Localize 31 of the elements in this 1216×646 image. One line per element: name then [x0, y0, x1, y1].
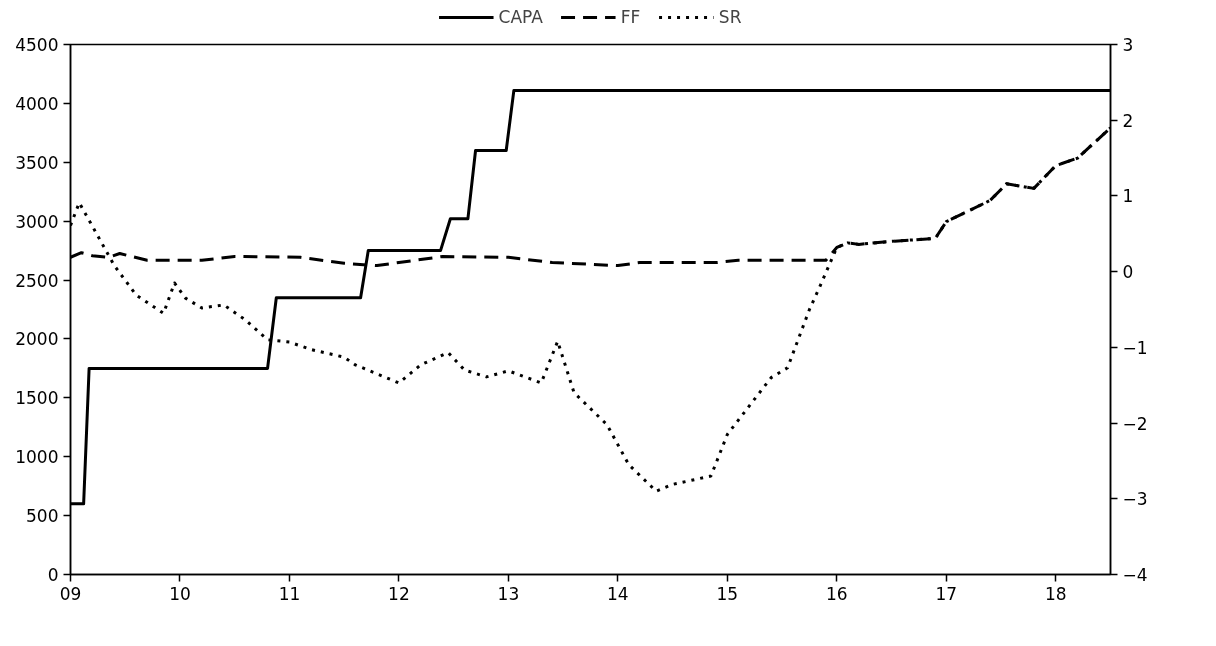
legend-label: SR [718, 7, 742, 27]
y-tick-label: 4500 [15, 35, 59, 55]
y2-tick-label: 0 [1122, 262, 1134, 283]
y-tick-label: 2000 [15, 329, 59, 350]
x-tick-label: 17 [935, 583, 958, 604]
x-tick-label: 13 [497, 583, 520, 604]
y2-tick-label: −2 [1122, 413, 1148, 434]
x-tick-label: 14 [607, 583, 629, 604]
y-tick-label: 1000 [15, 447, 59, 468]
y-tick-label: 500 [26, 506, 59, 527]
y-tick-label: 1500 [15, 388, 59, 409]
y2-tick-label: −1 [1122, 337, 1148, 358]
y-tick-label: 2500 [15, 270, 59, 291]
y2-tick-label: −3 [1122, 489, 1148, 510]
y2-tick-label: −4 [1122, 565, 1148, 585]
x-tick-label: 18 [1044, 583, 1067, 604]
y-tick-label: 0 [47, 565, 59, 585]
y-tick-label: 3000 [15, 211, 59, 232]
legend-label: CAPA [498, 7, 543, 27]
x-tick-label: 16 [826, 583, 848, 604]
y2-tick-label: 1 [1122, 186, 1134, 207]
y-tick-label: 3500 [15, 152, 59, 173]
y2-tick-label: 2 [1122, 110, 1134, 131]
x-tick-label: 12 [388, 583, 410, 604]
x-tick-label: 10 [169, 583, 191, 604]
legend-label: FF [620, 7, 641, 27]
y2-tick-label: 3 [1122, 35, 1134, 55]
x-tick-label: 15 [716, 583, 739, 604]
y-tick-label: 4000 [15, 93, 59, 114]
x-tick-label: 11 [278, 583, 301, 604]
x-tick-label: 09 [59, 583, 82, 604]
